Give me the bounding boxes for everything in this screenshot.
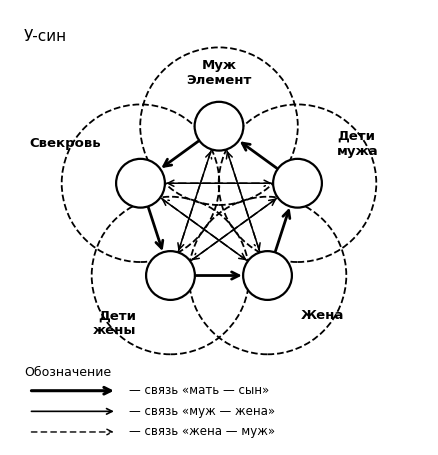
FancyArrowPatch shape <box>166 180 270 186</box>
FancyArrowPatch shape <box>32 409 112 414</box>
FancyArrowPatch shape <box>178 152 212 251</box>
Text: У-син: У-син <box>24 29 67 44</box>
Text: — связь «жена — муж»: — связь «жена — муж» <box>129 425 275 439</box>
FancyArrowPatch shape <box>161 198 245 259</box>
Text: Обозначение: Обозначение <box>24 366 111 379</box>
Text: Дети
мужа: Дети мужа <box>337 130 378 158</box>
FancyArrowPatch shape <box>191 199 276 260</box>
FancyArrowPatch shape <box>164 141 198 167</box>
FancyArrowPatch shape <box>162 199 247 260</box>
Circle shape <box>243 251 292 300</box>
Text: Дети
жены: Дети жены <box>93 309 137 337</box>
FancyArrowPatch shape <box>276 211 290 251</box>
Circle shape <box>194 102 244 151</box>
Circle shape <box>146 251 195 300</box>
FancyArrowPatch shape <box>226 152 260 251</box>
Text: Жена: Жена <box>301 309 345 322</box>
Text: Свекровь: Свекровь <box>29 137 101 150</box>
FancyArrowPatch shape <box>227 151 260 249</box>
Text: — связь «мать — сын»: — связь «мать — сын» <box>129 384 269 397</box>
Text: Муж
Элемент: Муж Элемент <box>186 59 252 87</box>
FancyArrowPatch shape <box>168 180 272 186</box>
FancyArrowPatch shape <box>32 387 110 394</box>
FancyArrowPatch shape <box>242 143 277 168</box>
Circle shape <box>116 159 165 207</box>
FancyArrowPatch shape <box>193 198 277 259</box>
FancyArrowPatch shape <box>178 151 211 249</box>
Circle shape <box>273 159 322 207</box>
FancyArrowPatch shape <box>32 429 113 435</box>
FancyArrowPatch shape <box>196 272 239 279</box>
Text: — связь «муж — жена»: — связь «муж — жена» <box>129 405 275 418</box>
FancyArrowPatch shape <box>148 207 163 248</box>
